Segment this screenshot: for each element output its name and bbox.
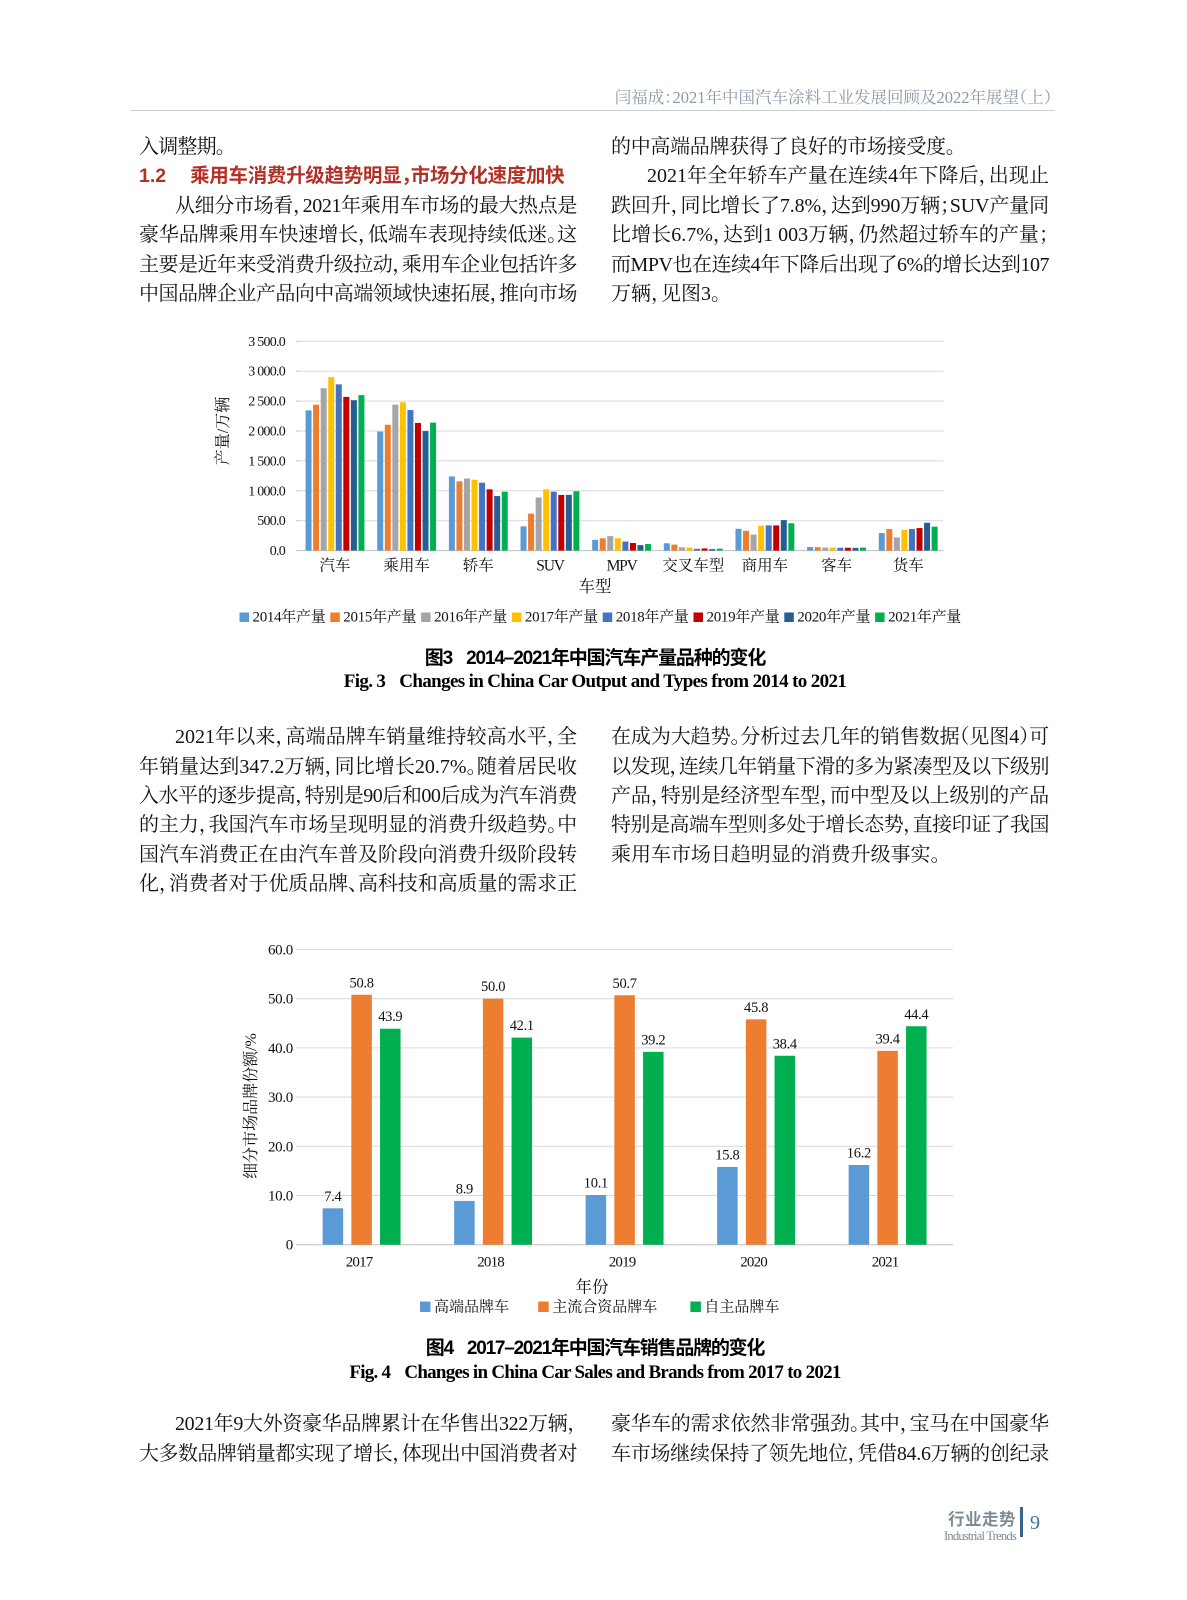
svg-text:0: 0	[286, 1238, 293, 1254]
svg-text:7.4: 7.4	[324, 1189, 342, 1205]
svg-text:2020: 2020	[740, 1255, 767, 1271]
svg-text:2017年产量: 2017年产量	[525, 608, 598, 626]
svg-text:39.4: 39.4	[876, 1031, 901, 1047]
svg-text:乘用车: 乘用车	[383, 557, 430, 575]
svg-text:商用车: 商用车	[742, 557, 789, 575]
svg-text:1 000.0: 1 000.0	[248, 484, 286, 499]
svg-text:45.8: 45.8	[744, 1000, 768, 1016]
svg-text:2015年产量: 2015年产量	[343, 608, 416, 626]
svg-text:主流合资品牌车: 主流合资品牌车	[552, 1299, 657, 1316]
svg-text:汽车: 汽车	[319, 557, 350, 575]
svg-text:50.0: 50.0	[268, 992, 293, 1008]
svg-text:交叉车型: 交叉车型	[662, 557, 724, 575]
svg-text:30.0: 30.0	[268, 1090, 293, 1106]
svg-text:细分市场品牌份额/%: 细分市场品牌份额/%	[242, 1033, 260, 1179]
svg-text:2 000.0: 2 000.0	[248, 425, 286, 440]
svg-text:车型: 车型	[579, 577, 612, 596]
svg-text:2018: 2018	[477, 1255, 504, 1271]
svg-text:500.0: 500.0	[257, 514, 286, 529]
svg-text:3 500.0: 3 500.0	[248, 335, 286, 350]
svg-text:50.8: 50.8	[350, 975, 374, 991]
svg-text:10.1: 10.1	[584, 1176, 608, 1192]
svg-text:50.0: 50.0	[481, 979, 505, 995]
svg-text:0.0: 0.0	[270, 544, 286, 559]
svg-text:高端品牌车: 高端品牌车	[434, 1298, 509, 1316]
svg-text:SUV: SUV	[536, 558, 565, 575]
svg-text:40.0: 40.0	[268, 1041, 293, 1057]
svg-text:10.0: 10.0	[268, 1189, 293, 1205]
svg-text:38.4: 38.4	[773, 1036, 798, 1052]
svg-text:2020年产量: 2020年产量	[797, 608, 870, 626]
svg-text:2017: 2017	[346, 1255, 374, 1271]
svg-text:2014年产量: 2014年产量	[253, 608, 326, 626]
svg-text:50.7: 50.7	[613, 976, 637, 992]
svg-text:2016年产量: 2016年产量	[434, 608, 507, 626]
svg-text:20.0: 20.0	[268, 1139, 293, 1155]
svg-text:60.0: 60.0	[268, 943, 293, 959]
svg-text:2021年产量: 2021年产量	[888, 608, 961, 626]
svg-text:2018年产量: 2018年产量	[616, 608, 689, 626]
svg-text:自主品牌车: 自主品牌车	[704, 1299, 779, 1316]
svg-text:42.1: 42.1	[510, 1018, 534, 1034]
svg-text:16.2: 16.2	[847, 1146, 871, 1162]
svg-text:2019年产量: 2019年产量	[707, 608, 780, 626]
svg-text:1 500.0: 1 500.0	[248, 454, 286, 469]
svg-text:2 500.0: 2 500.0	[248, 395, 286, 410]
svg-text:轿车: 轿车	[463, 557, 494, 575]
svg-text:产量/万辆: 产量/万辆	[214, 397, 232, 465]
svg-text:44.4: 44.4	[904, 1007, 929, 1023]
svg-text:MPV: MPV	[607, 558, 639, 575]
svg-text:货车: 货车	[893, 557, 924, 575]
svg-text:3 000.0: 3 000.0	[248, 365, 286, 380]
svg-text:15.8: 15.8	[715, 1148, 739, 1164]
svg-text:年份: 年份	[576, 1277, 610, 1297]
svg-text:39.2: 39.2	[641, 1032, 665, 1048]
svg-text:43.9: 43.9	[378, 1009, 402, 1025]
svg-text:2021: 2021	[872, 1255, 899, 1271]
svg-text:2019: 2019	[609, 1255, 636, 1271]
svg-text:客车: 客车	[821, 557, 852, 575]
svg-text:8.9: 8.9	[456, 1181, 473, 1197]
